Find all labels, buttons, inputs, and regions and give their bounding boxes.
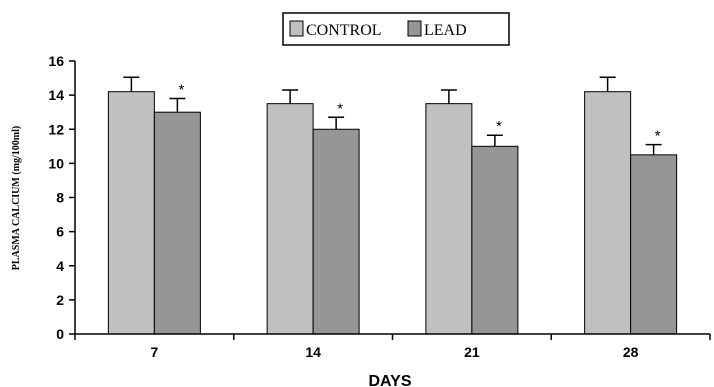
bar (107, 91, 155, 335)
bar (471, 145, 519, 335)
bar (630, 154, 678, 335)
x-tick-label: 21 (464, 344, 480, 360)
significance-mark: * (655, 128, 661, 145)
y-tick-label: 6 (56, 224, 64, 240)
legend-swatch-control (289, 20, 304, 37)
y-tick-label: 0 (56, 326, 64, 342)
y-tick-label: 16 (48, 53, 64, 69)
legend-frame (282, 12, 510, 46)
y-tick-label: 12 (48, 121, 64, 137)
bar (584, 91, 632, 335)
y-tick-label: 4 (56, 258, 64, 274)
x-tick-label: 28 (623, 344, 639, 360)
x-axis-title: DAYS (369, 373, 412, 387)
legend-label-lead: LEAD (424, 22, 467, 39)
y-tick-label: 2 (56, 292, 64, 308)
legend-swatch-lead (407, 20, 422, 37)
legend: CONTROL LEAD (282, 12, 510, 46)
y-axis-title: PLASMA CALCIUM (mg/100ml) (11, 126, 22, 270)
x-tick-label: 14 (305, 344, 321, 360)
legend-label-control: CONTROL (306, 22, 382, 39)
bar (425, 103, 473, 335)
y-tick-label: 8 (56, 190, 64, 206)
x-tick-label: 7 (150, 344, 158, 360)
bar (312, 128, 360, 335)
y-tick-label: 14 (48, 87, 64, 103)
y-tick-label: 10 (48, 155, 64, 171)
significance-mark: * (337, 100, 343, 117)
bar (153, 111, 201, 335)
significance-mark: * (496, 118, 502, 135)
plot-area: * * * * 0 2 4 6 8 10 12 14 16 7 14 21 28 (48, 53, 711, 360)
significance-mark: * (178, 82, 184, 99)
bar (266, 103, 314, 335)
